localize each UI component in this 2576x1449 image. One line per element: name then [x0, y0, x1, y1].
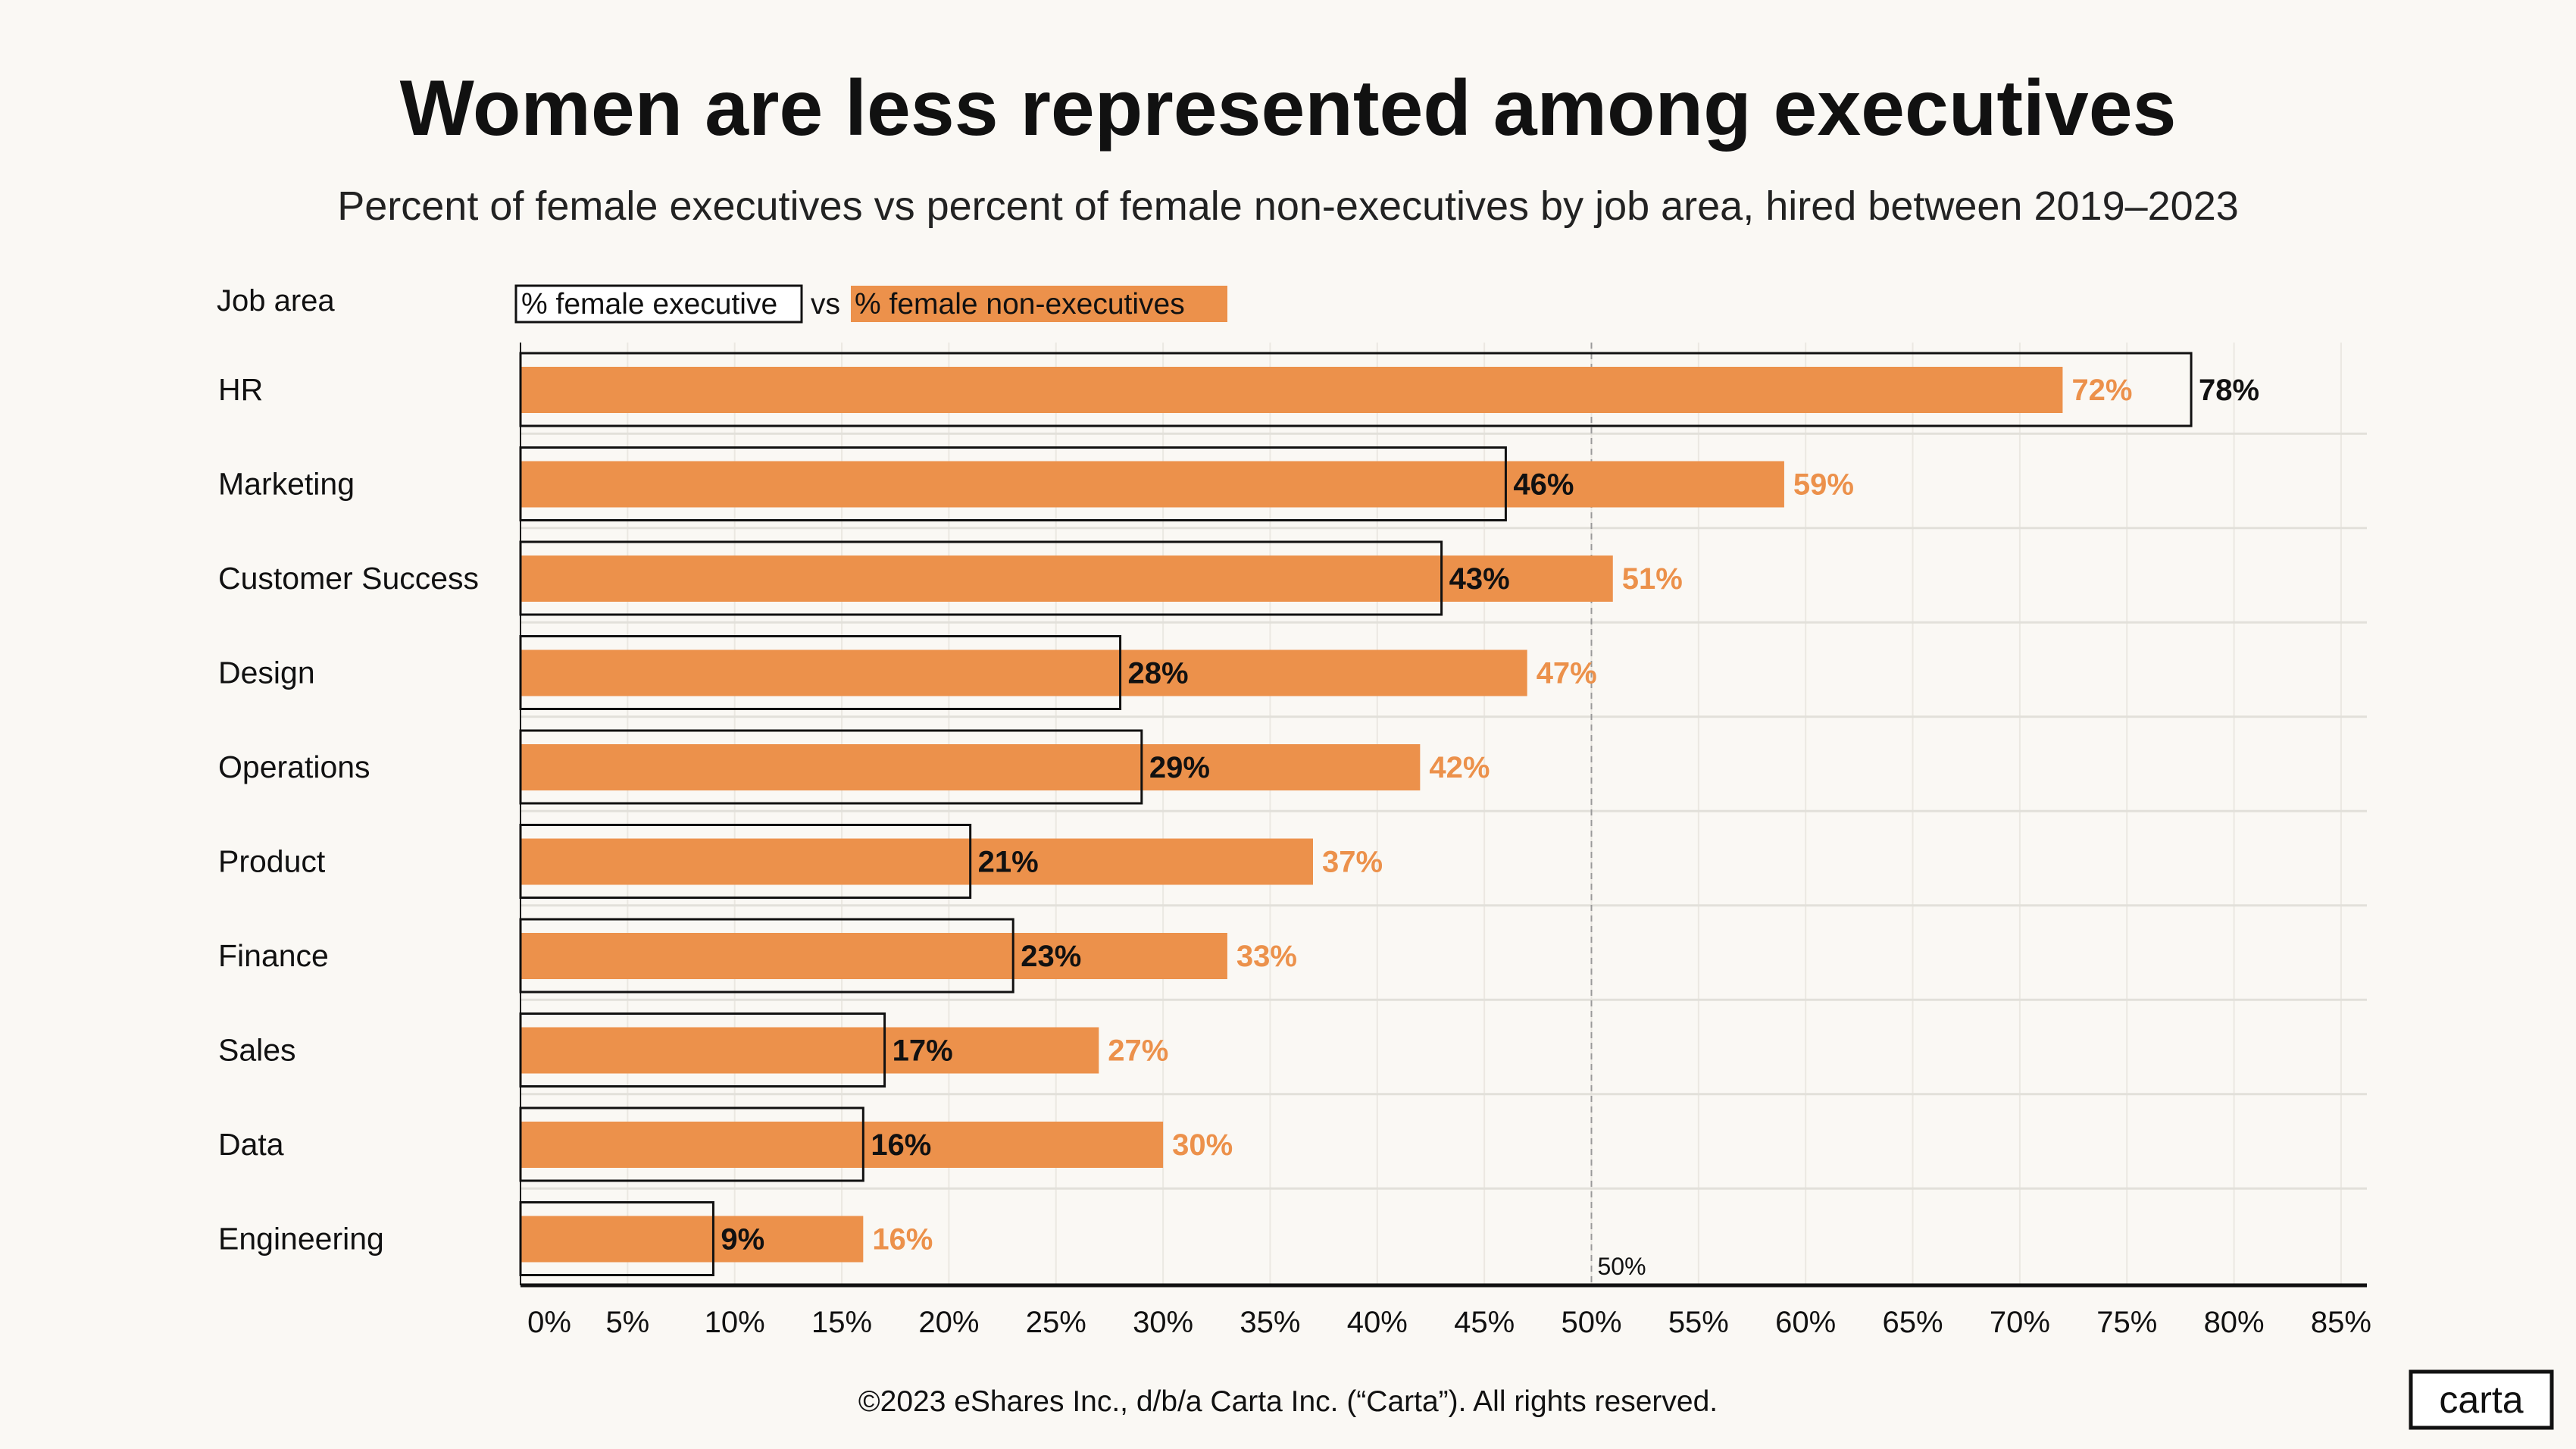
legend-executive-swatch — [514, 284, 803, 324]
bar-non-executive — [521, 838, 1313, 885]
x-tick-label: 55% — [1668, 1306, 1729, 1339]
category-header: Job area — [217, 284, 335, 318]
data-label-executive: 17% — [893, 1034, 953, 1068]
x-tick-label: 40% — [1347, 1306, 1408, 1339]
data-label-executive: 29% — [1149, 751, 1210, 784]
bar-non-executive — [521, 744, 1421, 790]
x-tick-label: 35% — [1240, 1306, 1300, 1339]
data-label-non-executive: 30% — [1172, 1128, 1233, 1162]
x-tick-label: 65% — [1883, 1306, 1943, 1339]
category-label: HR — [218, 372, 263, 407]
bar-non-executive — [521, 461, 1784, 508]
category-label: Finance — [218, 938, 329, 973]
data-label-executive: 46% — [1513, 468, 1574, 502]
data-label-executive: 43% — [1449, 562, 1510, 596]
legend-non-executive-label: % female non-executives — [855, 288, 1185, 321]
chart-title: Women are less represented among executi… — [400, 64, 2177, 152]
legend-non-executive-swatch — [851, 286, 1227, 322]
legend: % female executive vs % female non-execu… — [514, 284, 1227, 324]
data-label-executive: 78% — [2199, 374, 2259, 407]
data-label-non-executive: 72% — [2071, 374, 2132, 407]
category-label: Marketing — [218, 467, 355, 502]
category-label: Design — [218, 656, 315, 690]
x-tick-label: 45% — [1454, 1306, 1515, 1339]
x-tick-label: 25% — [1026, 1306, 1086, 1339]
bar-non-executive — [521, 649, 1527, 696]
data-label-executive: 9% — [721, 1223, 764, 1257]
category-label: Data — [218, 1127, 284, 1162]
bars: HR 72% 78% Marketing 59% 46% Customer Success 5… — [218, 352, 2259, 1276]
data-label-executive: 28% — [1128, 657, 1189, 690]
x-tick-label: 5% — [605, 1306, 649, 1339]
x-tick-label: 20% — [918, 1306, 979, 1339]
category-label: Product — [218, 844, 326, 879]
data-label-non-executive: 51% — [1622, 562, 1683, 596]
x-tick-label: 50% — [1561, 1306, 1621, 1339]
legend-vs: vs — [811, 288, 840, 321]
bar-non-executive — [521, 933, 1227, 979]
footer-copyright: ©2023 eShares Inc., d/b/a Carta Inc. (“C… — [858, 1385, 1718, 1418]
x-tick-label: 30% — [1133, 1306, 1193, 1339]
category-label: Sales — [218, 1033, 296, 1068]
data-label-executive: 23% — [1021, 940, 1081, 973]
x-tick-label: 80% — [2204, 1306, 2265, 1339]
data-label-non-executive: 59% — [1793, 468, 1854, 502]
data-label-non-executive: 16% — [872, 1223, 933, 1257]
x-tick-label: 0% — [527, 1306, 571, 1339]
category-label: Engineering — [218, 1222, 384, 1257]
x-axis: 0% 5% 10% 15% 20% 25% 30% 35% 40% 45% 50% 55% 60% 65%… — [520, 343, 2371, 1339]
category-label: Customer Success — [218, 561, 479, 596]
x-tick-label: 70% — [1990, 1306, 2050, 1339]
bar-non-executive — [521, 367, 2063, 413]
carta-logo: carta — [2409, 1369, 2554, 1430]
bar-non-executive — [521, 1216, 864, 1263]
data-label-executive: 21% — [978, 846, 1039, 879]
reference-line-label: 50% — [1598, 1253, 1646, 1280]
x-tick-label: 10% — [705, 1306, 765, 1339]
legend-executive-label: % female executive — [521, 288, 777, 321]
data-label-non-executive: 33% — [1236, 940, 1297, 973]
x-tick-label: 60% — [1775, 1306, 1836, 1339]
x-tick-label: 15% — [811, 1306, 872, 1339]
x-tick-label: 85% — [2311, 1306, 2371, 1339]
bar-non-executive — [521, 556, 1613, 602]
chart-subtitle: Percent of female executives vs percent … — [337, 183, 2239, 229]
data-label-non-executive: 47% — [1537, 657, 1597, 690]
data-label-executive: 16% — [871, 1128, 931, 1162]
category-label: Operations — [218, 750, 370, 784]
data-label-non-executive: 42% — [1429, 751, 1490, 784]
svg-text:carta: carta — [2439, 1379, 2523, 1421]
x-tick-label: 75% — [2096, 1306, 2157, 1339]
data-label-non-executive: 27% — [1108, 1034, 1168, 1068]
data-label-non-executive: 37% — [1322, 846, 1383, 879]
bar-non-executive — [521, 1027, 1099, 1074]
bar-non-executive — [521, 1122, 1164, 1168]
